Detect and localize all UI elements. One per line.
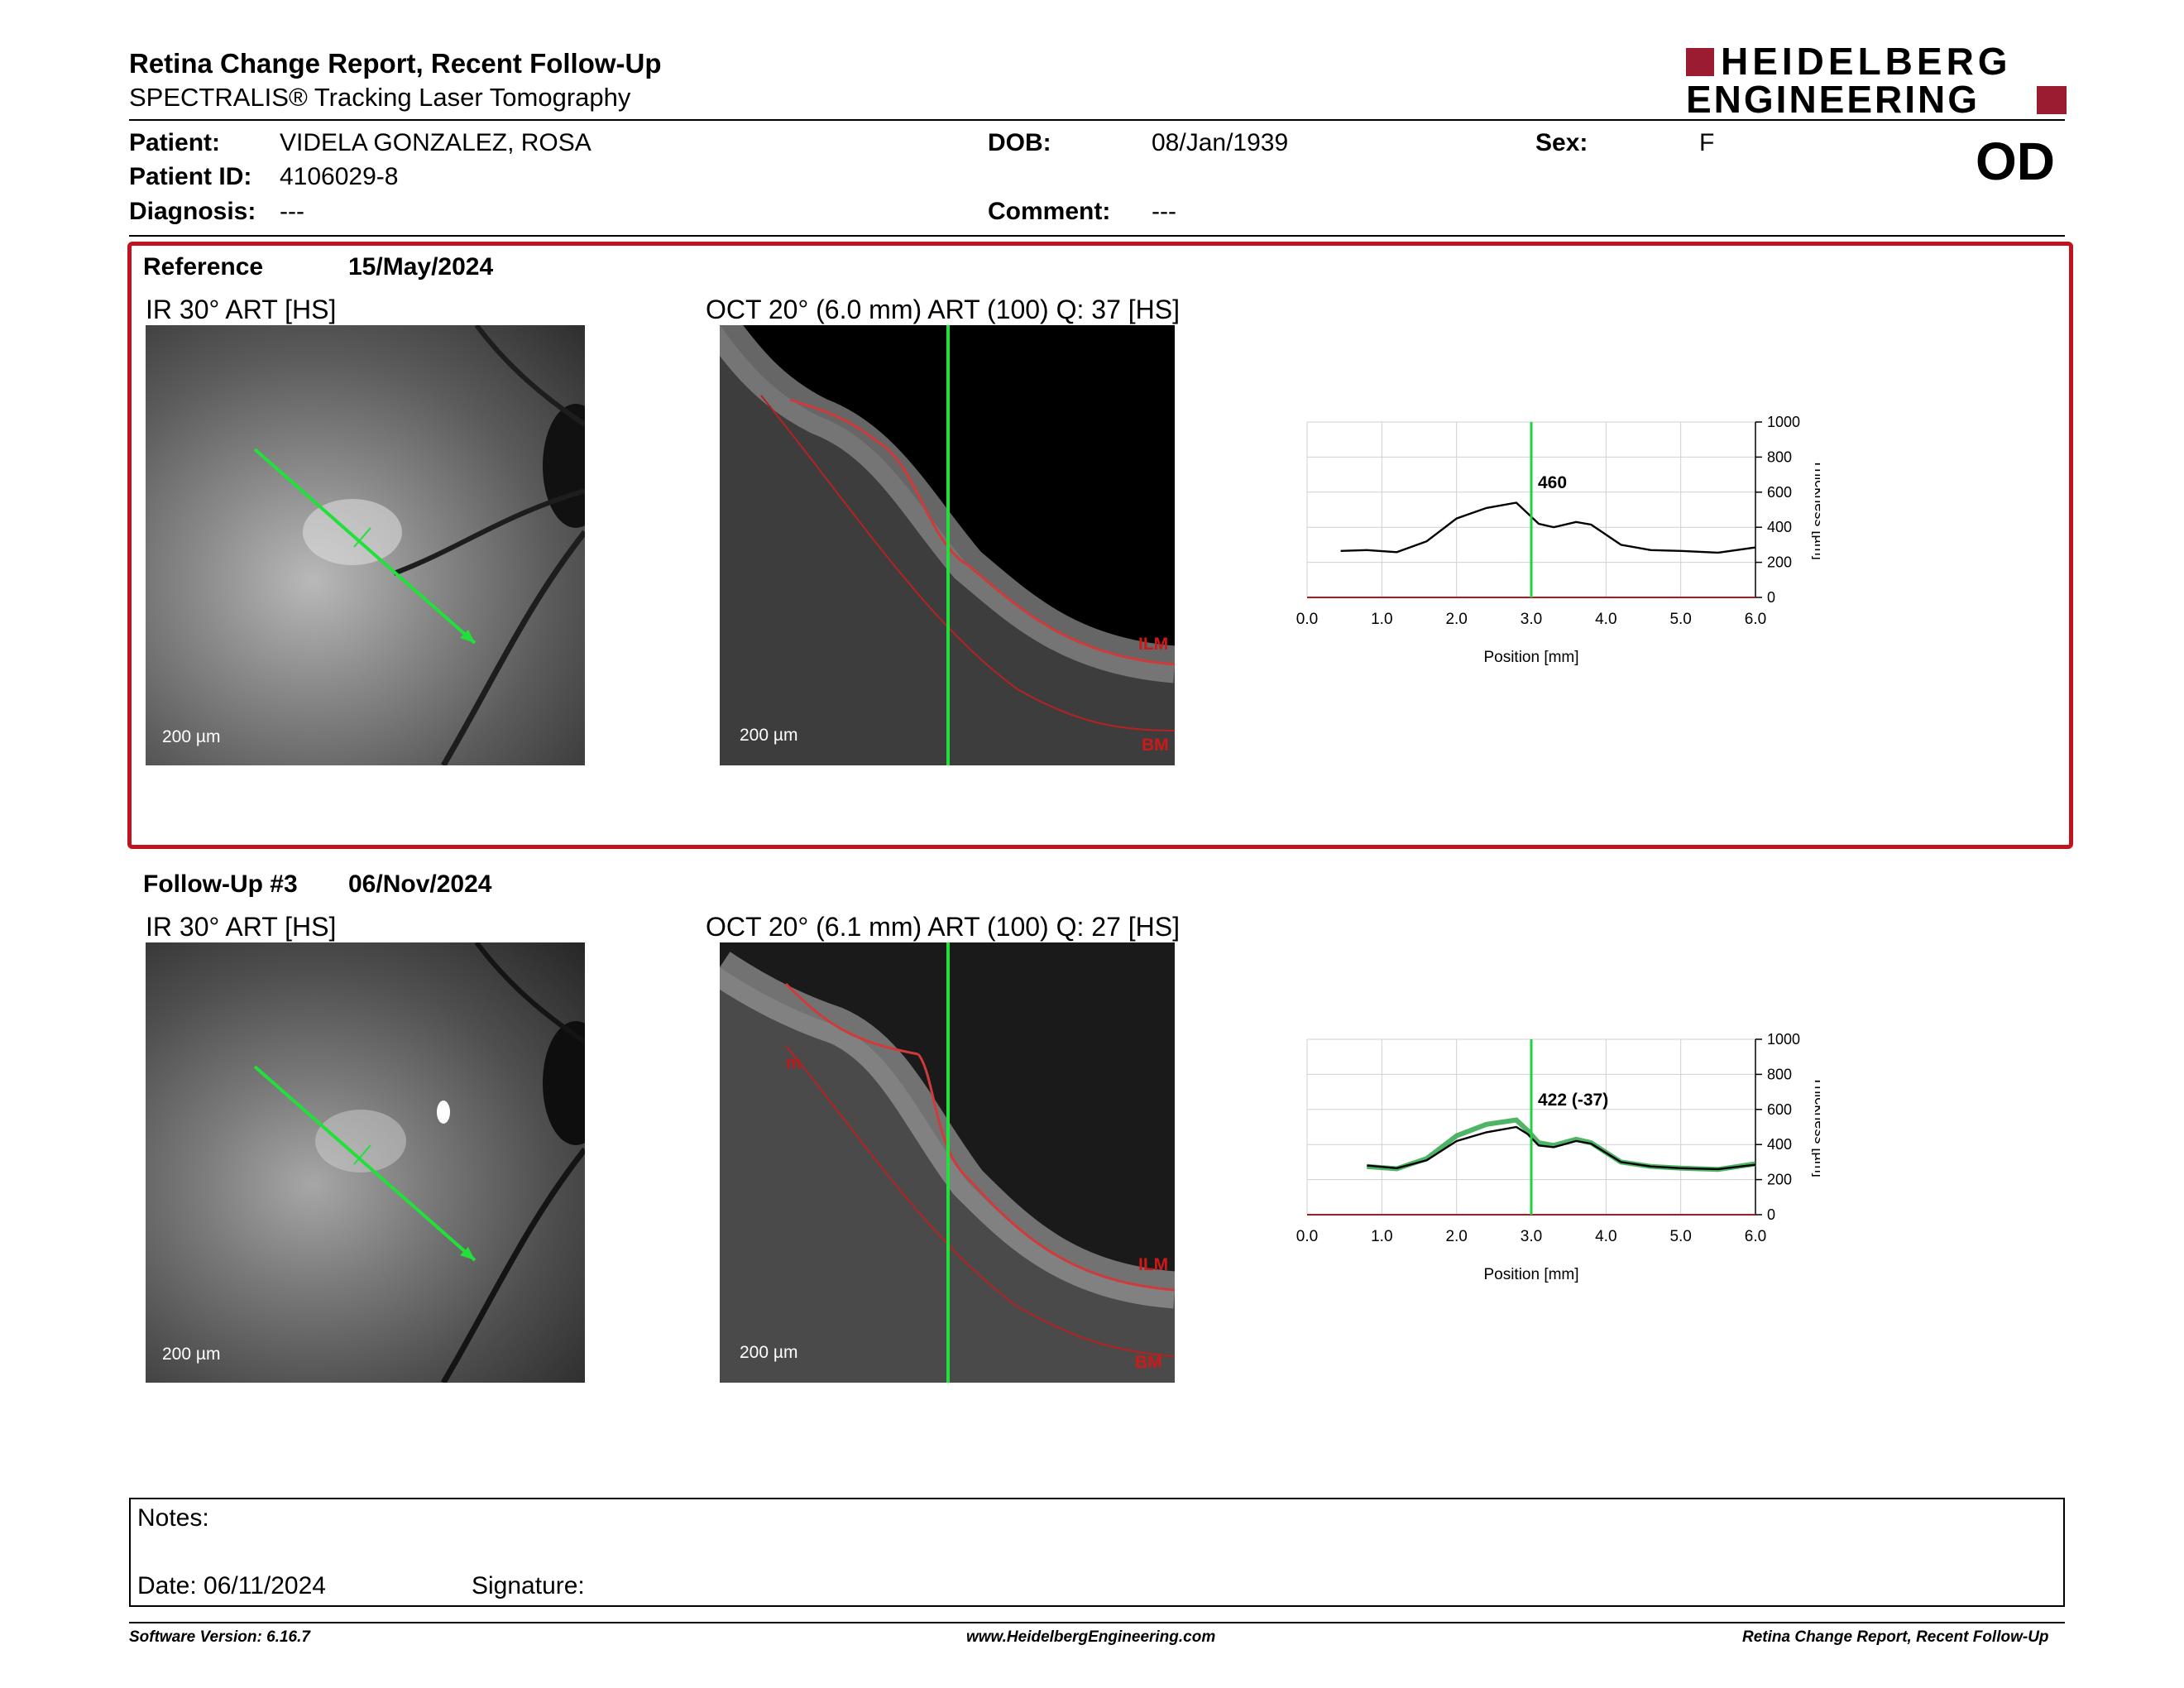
- marker-value-label: 422 (-37): [1538, 1091, 1608, 1110]
- followup-m-label: m: [786, 1053, 802, 1072]
- x-tick-label-4: 4.0: [1595, 611, 1616, 628]
- y-axis-label: Thickness [µm]: [1812, 1077, 1820, 1177]
- reference-ir-overlay: [253, 325, 585, 765]
- followup-oct-scale: 200 µm: [740, 1343, 798, 1362]
- y-axis-label: Thickness [µm]: [1812, 459, 1820, 559]
- y-tick-label-5: 1000: [1767, 414, 1800, 430]
- reference-oct-image[interactable]: ILM BM 200 µm: [720, 325, 1175, 765]
- sex-label: Sex:: [1535, 129, 1588, 156]
- reference-oct-scale: 200 µm: [740, 726, 798, 745]
- reference-date: 15/May/2024: [348, 253, 494, 281]
- reference-oct-overlay: [720, 325, 1175, 765]
- followup-ir-overlay: [253, 942, 585, 1383]
- x-tick-label-5: 5.0: [1669, 611, 1691, 628]
- x-tick-label-5: 5.0: [1669, 1228, 1691, 1245]
- x-tick-label-3: 3.0: [1521, 1228, 1542, 1245]
- dob-value: 08/Jan/1939: [1152, 129, 1289, 156]
- reference-ir-image[interactable]: 200 µm: [146, 325, 585, 765]
- x-tick-label-0: 0.0: [1296, 611, 1318, 628]
- x-tick-label-2: 2.0: [1445, 611, 1467, 628]
- x-tick-label-2: 2.0: [1445, 1228, 1467, 1245]
- diagnosis-value: ---: [280, 198, 304, 225]
- y-tick-label-3: 600: [1767, 1101, 1792, 1118]
- y-tick-label-1: 200: [1767, 554, 1792, 571]
- footer-rule: [129, 1622, 2065, 1623]
- y-tick-label-2: 400: [1767, 1136, 1792, 1153]
- eye-indicator: OD: [1976, 132, 2055, 191]
- followup-ilm-label: ILM: [1138, 1255, 1169, 1274]
- x-tick-label-3: 3.0: [1521, 611, 1542, 628]
- comment-value: ---: [1152, 198, 1176, 225]
- y-tick-label-4: 800: [1767, 448, 1792, 465]
- logo-line2: ENGINEERING: [1686, 78, 1980, 121]
- x-tick-label-1: 1.0: [1371, 1228, 1392, 1245]
- report-title: Retina Change Report, Recent Follow-Up: [129, 48, 662, 79]
- followup-oct-title: OCT 20° (6.1 mm) ART (100) Q: 27 [HS]: [706, 912, 1180, 942]
- notes-box[interactable]: Notes: Date: 06/11/2024 Signature:: [129, 1498, 2065, 1607]
- reference-panel: [127, 242, 2073, 849]
- patient-id-label: Patient ID:: [129, 163, 252, 190]
- y-tick-label-0: 0: [1767, 1206, 1775, 1223]
- series-line-1: [1367, 1125, 1756, 1171]
- x-tick-label-0: 0.0: [1296, 1228, 1318, 1245]
- reference-oct-title: OCT 20° (6.0 mm) ART (100) Q: 37 [HS]: [706, 295, 1180, 324]
- y-tick-label-4: 800: [1767, 1066, 1792, 1082]
- followup-ir-scale: 200 µm: [162, 1345, 221, 1364]
- x-axis-label: Position [mm]: [1483, 649, 1578, 666]
- followup-ir-title: IR 30° ART [HS]: [146, 912, 337, 942]
- x-tick-label-4: 4.0: [1595, 1228, 1616, 1245]
- patient-name: VIDELA GONZALEZ, ROSA: [280, 129, 592, 156]
- header-rule: [129, 119, 2065, 121]
- diagnosis-label: Diagnosis:: [129, 198, 256, 225]
- y-tick-label-2: 400: [1767, 519, 1792, 535]
- reference-ilm-label: ILM: [1138, 635, 1169, 654]
- notes-date: Date: 06/11/2024: [137, 1572, 326, 1599]
- footer-version: Software Version: 6.16.7: [129, 1628, 310, 1646]
- y-tick-label-1: 200: [1767, 1172, 1792, 1188]
- notes-label: Notes:: [137, 1504, 209, 1532]
- reference-ir-scale: 200 µm: [162, 727, 221, 746]
- followup-oct-overlay: [720, 942, 1175, 1383]
- comment-label: Comment:: [988, 198, 1111, 225]
- x-tick-label-6: 6.0: [1745, 611, 1766, 628]
- reference-bm-label: BM: [1142, 736, 1169, 755]
- followup-thickness-chart: 0.0 1.0 2.0 3.0 4.0 5.0 6.00 200 400 600 800 1000 Po…: [1296, 1031, 1820, 1283]
- followup-label: Follow-Up #3: [143, 870, 298, 898]
- followup-oct-image[interactable]: m ILM BM 200 µm: [720, 942, 1175, 1383]
- x-tick-label-6: 6.0: [1745, 1228, 1766, 1245]
- footer-url[interactable]: www.HeidelbergEngineering.com: [966, 1628, 1216, 1646]
- y-tick-label-5: 1000: [1767, 1031, 1800, 1048]
- reference-label: Reference: [143, 253, 264, 281]
- marker-value-label: 460: [1538, 473, 1567, 492]
- x-axis-label: Position [mm]: [1483, 1266, 1578, 1283]
- heidelberg-logo: HEIDELBERG ENGINEERING: [1686, 40, 2067, 121]
- followup-bm-label: BM: [1135, 1353, 1162, 1372]
- followup-date: 06/Nov/2024: [348, 870, 492, 898]
- followup-ir-image[interactable]: 200 µm: [146, 942, 585, 1383]
- dob-label: DOB:: [988, 129, 1051, 156]
- sex-value: F: [1699, 129, 1715, 156]
- x-tick-label-1: 1.0: [1371, 611, 1392, 628]
- series-line-0: [1340, 501, 1756, 554]
- y-tick-label-3: 600: [1767, 484, 1792, 501]
- patient-label: Patient:: [129, 129, 221, 156]
- patient-id-value: 4106029-8: [280, 163, 399, 190]
- y-tick-label-0: 0: [1767, 589, 1775, 606]
- report-subtitle: SPECTRALIS® Tracking Laser Tomography: [129, 83, 631, 112]
- footer-report: Retina Change Report, Recent Follow-Up: [1742, 1628, 2049, 1646]
- signature-label: Signature:: [472, 1572, 585, 1599]
- reference-thickness-chart: 0.0 1.0 2.0 3.0 4.0 5.0 6.00 200 400 600 800 1000 Po…: [1296, 414, 1820, 666]
- reference-ir-title: IR 30° ART [HS]: [146, 295, 337, 324]
- patient-rule: [129, 235, 2065, 237]
- logo-line1: HEIDELBERG: [1721, 40, 2012, 83]
